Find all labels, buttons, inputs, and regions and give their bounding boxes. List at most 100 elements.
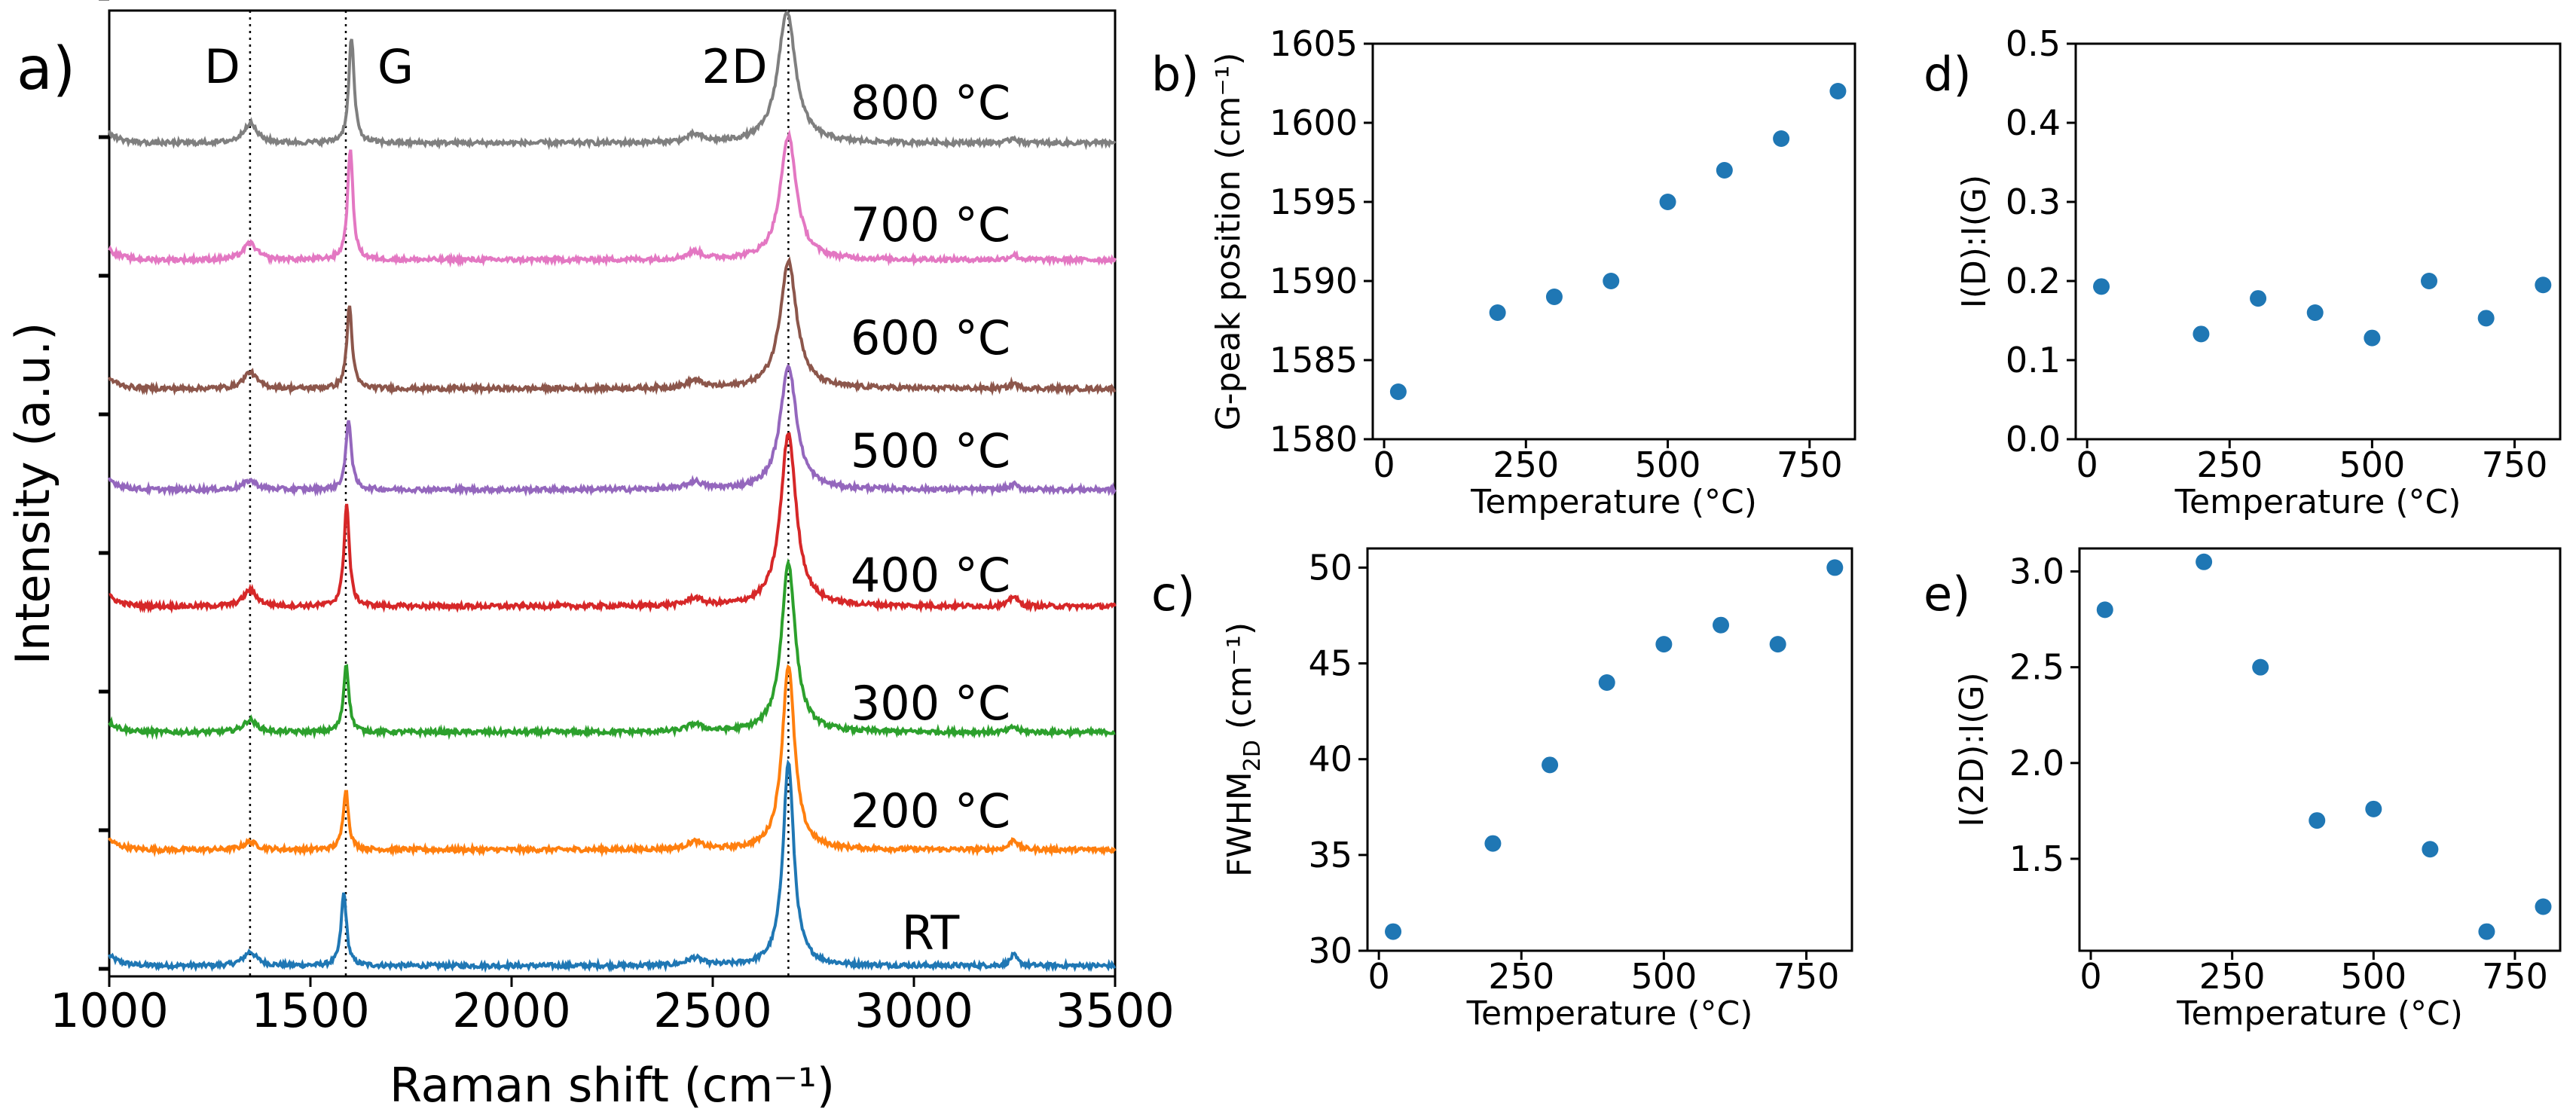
panel-b-point <box>1489 304 1506 321</box>
panel-d-x-tick-label: 0 <box>2076 444 2098 485</box>
panel-a-xlabel: Raman shift (cm⁻¹) <box>390 1058 835 1113</box>
panel-b-x-tick-label: 750 <box>1777 444 1843 485</box>
spectrum-line <box>108 759 1117 973</box>
panel-b-point <box>1716 162 1733 179</box>
panel-e-x-tick-label: 500 <box>2340 956 2406 997</box>
panel-e-point <box>2535 898 2552 915</box>
panel-b-ylabel: G-peak position (cm⁻¹) <box>1209 53 1248 431</box>
panel-a-x-tick-label: 2500 <box>653 983 772 1038</box>
panel-d-y-tick-label: 0.0 <box>2006 419 2061 460</box>
panel-a-x-tick-label: 1500 <box>251 983 370 1038</box>
panel-b-frame <box>1371 42 1856 441</box>
peak-label-D: D <box>204 39 240 94</box>
panel-e-y-tick-label: 2.0 <box>2009 743 2064 784</box>
panel-b-label: b) <box>1151 47 1199 102</box>
panel-e-point <box>2096 601 2113 619</box>
panel-e-ylabel: I(2D):I(G) <box>1953 672 1991 826</box>
panel-b-point <box>1545 289 1563 305</box>
panel-d-ylabel: I(D):I(G) <box>1955 175 1994 308</box>
spectrum-line <box>108 557 1116 741</box>
panel-d-y-tick-label: 0.4 <box>2006 102 2061 143</box>
panel-e-point <box>2196 553 2213 570</box>
spectrum-line <box>108 129 1117 268</box>
spectrum-label: 200 °C <box>851 784 1010 838</box>
spectrum-line <box>108 363 1117 497</box>
panel-c-point <box>1655 636 1673 653</box>
panel-d-point <box>2364 329 2381 347</box>
panel-b-y-tick-label: 1600 <box>1270 102 1358 143</box>
panel-c-y-tick-label: 30 <box>1308 930 1352 971</box>
panel-d-x-tick-label: 750 <box>2482 444 2548 485</box>
panel-d-x-tick-label: 500 <box>2339 444 2405 485</box>
panel-b-xlabel: Temperature (°C) <box>1470 483 1757 521</box>
spectrum-label: 800 °C <box>851 75 1010 130</box>
ylabel-subscript: 2D <box>1239 740 1266 771</box>
peak-label-G: G <box>377 39 414 94</box>
panel-d-y-tick-label: 0.2 <box>2006 261 2061 301</box>
panel-c-x-tick-label: 250 <box>1488 956 1554 997</box>
panel-d-point <box>2193 325 2210 343</box>
panel-d-y-tick-label: 0.3 <box>2006 182 2061 222</box>
panel-b-y-tick-label: 1590 <box>1270 261 1358 301</box>
panel-c-frame <box>1366 547 1853 952</box>
spectrum-line <box>108 432 1117 614</box>
panel-b-y-tick-label: 1595 <box>1270 182 1358 222</box>
panel-d-y-tick-label: 0.1 <box>2006 340 2061 380</box>
panel-d-point <box>2093 278 2110 295</box>
panel-a-x-tick-label: 3500 <box>1056 983 1175 1038</box>
panel-e-point <box>2365 800 2382 817</box>
panel-d-label: d) <box>1924 47 1972 102</box>
spectrum-label: 600 °C <box>851 310 1010 365</box>
panel-c-point <box>1713 616 1730 634</box>
panel-d-point <box>2306 304 2324 321</box>
panel-d-xlabel: Temperature (°C) <box>2174 483 2461 521</box>
panel-e-frame <box>2078 547 2562 952</box>
panel-e-y-tick-label: 3.0 <box>2009 551 2064 592</box>
panel-b-y-tick-label: 1585 <box>1270 340 1358 380</box>
panel-c-point <box>1769 636 1786 653</box>
panel-c-x-tick-label: 0 <box>1367 956 1389 997</box>
panel-c-point <box>1385 923 1402 940</box>
panel-e-y-tick-label: 2.5 <box>2009 647 2064 688</box>
panel-d-point <box>2421 273 2438 289</box>
panel-a-label: a) <box>17 35 75 103</box>
panel-c-label: c) <box>1151 567 1195 622</box>
panel-c-x-tick-label: 750 <box>1774 956 1840 997</box>
panel-d-point <box>2535 276 2552 294</box>
panel-b-point <box>1659 194 1676 210</box>
panel-c-point <box>1598 674 1615 691</box>
panel-e-point <box>2252 658 2269 676</box>
panel-d-x-tick-label: 250 <box>2196 444 2263 485</box>
panel-d-point <box>2250 290 2267 307</box>
panel-e-x-tick-label: 750 <box>2482 956 2548 997</box>
panel-d-frame <box>2074 42 2562 441</box>
panel-a-frame <box>108 9 1117 978</box>
panel-b-y-tick-label: 1580 <box>1270 419 1358 460</box>
ylabel-unit: (cm⁻¹) <box>1221 622 1259 740</box>
panel-c-y-tick-label: 35 <box>1308 835 1352 875</box>
panel-b-x-tick-label: 500 <box>1635 444 1701 485</box>
panel-e-label: e) <box>1924 567 1970 622</box>
panel-b-x-tick-label: 250 <box>1493 444 1559 485</box>
ylabel-main: FWHM <box>1221 771 1259 877</box>
panel-a-x-tick-label: 2000 <box>452 983 571 1038</box>
spectrum-label: RT <box>902 906 961 961</box>
panel-e-point <box>2478 923 2495 940</box>
panel-d-point <box>2477 310 2495 327</box>
panel-e-xlabel: Temperature (°C) <box>2176 994 2463 1033</box>
panel-a-x-tick-label: 3000 <box>854 983 973 1038</box>
panel-a-x-tick-label: 1000 <box>50 983 169 1038</box>
panel-b-point <box>1773 130 1790 147</box>
panel-e-y-tick-label: 1.5 <box>2009 838 2064 879</box>
panel-e-x-tick-label: 250 <box>2199 956 2266 997</box>
panel-c-point <box>1826 559 1844 576</box>
panel-e-x-tick-label: 0 <box>2079 956 2101 997</box>
panel-c-point <box>1484 835 1502 852</box>
panel-b-point <box>1389 383 1407 400</box>
spectrum-line <box>108 256 1117 397</box>
panel-b-y-tick-label: 1605 <box>1270 23 1358 64</box>
spectrum-label: 700 °C <box>851 197 1010 252</box>
panel-d-y-tick-label: 0.5 <box>2006 23 2061 64</box>
panel-b-point <box>1829 83 1847 99</box>
